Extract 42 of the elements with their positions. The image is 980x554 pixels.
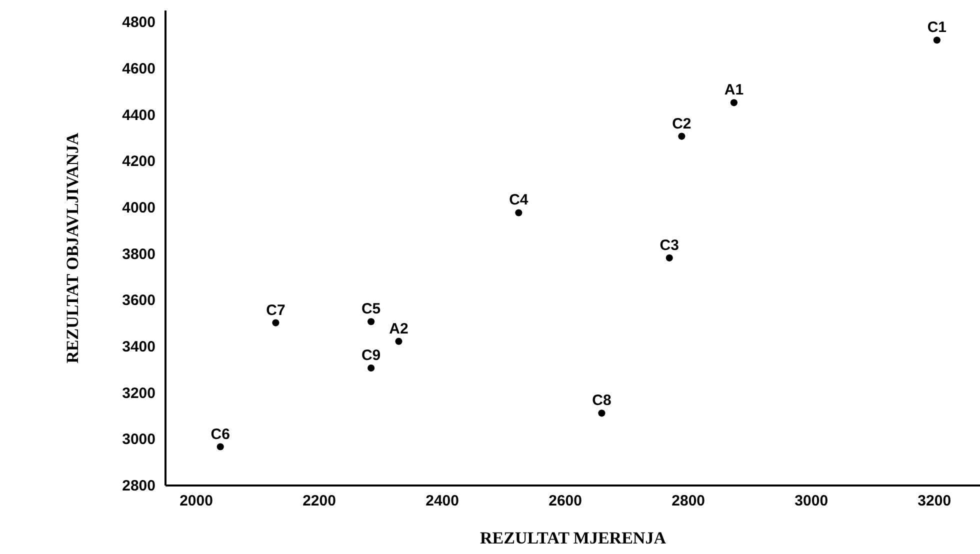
annotation: C4: [509, 192, 529, 209]
x-axis-title: REZULTAT MJERENJA: [480, 528, 667, 548]
point: [933, 36, 940, 44]
point: [272, 319, 280, 326]
y-tick-label: 3400: [122, 338, 156, 356]
annotation: C9: [361, 346, 381, 364]
annotation: C1: [927, 19, 947, 36]
annotation: C6: [210, 426, 230, 443]
y-tick-label: 4000: [122, 199, 156, 216]
x-tick-label: 3000: [794, 492, 828, 510]
point: [598, 410, 606, 417]
annotation: A1: [724, 82, 744, 99]
point: [678, 132, 686, 140]
point: [368, 318, 375, 326]
y-tick-label: 4800: [122, 14, 156, 32]
y-axis-title: REZULTAT OBJAVLJIVANJA: [63, 132, 82, 364]
x-tick-label: 2800: [672, 492, 706, 510]
point: [216, 443, 224, 450]
point: [368, 364, 375, 372]
annotation: C5: [361, 300, 381, 318]
point: [666, 254, 673, 262]
y-tick-label: 4400: [122, 106, 156, 124]
point: [515, 209, 522, 216]
y-tick-label: 3800: [122, 246, 156, 263]
y-tick-label: 3000: [122, 431, 156, 448]
annotation: A2: [389, 320, 408, 338]
annotation: C7: [266, 302, 286, 319]
x-tick-label: 2400: [426, 492, 459, 510]
y-tick-label: 4600: [122, 60, 156, 78]
point: [730, 99, 738, 106]
annotation: C2: [672, 115, 692, 132]
x-tick-label: 2200: [302, 492, 336, 510]
y-tick-label: 4200: [122, 153, 156, 170]
annotation: C8: [592, 392, 612, 410]
x-tick-label: 3200: [918, 492, 952, 510]
y-tick-label: 3600: [122, 292, 156, 310]
x-tick-label: 2600: [548, 492, 582, 510]
x-tick-label: 2000: [180, 492, 213, 510]
y-tick-label: 2800: [122, 478, 156, 494]
y-tick-label: 3200: [122, 384, 156, 402]
point: [395, 338, 402, 345]
annotation: C3: [660, 236, 679, 254]
